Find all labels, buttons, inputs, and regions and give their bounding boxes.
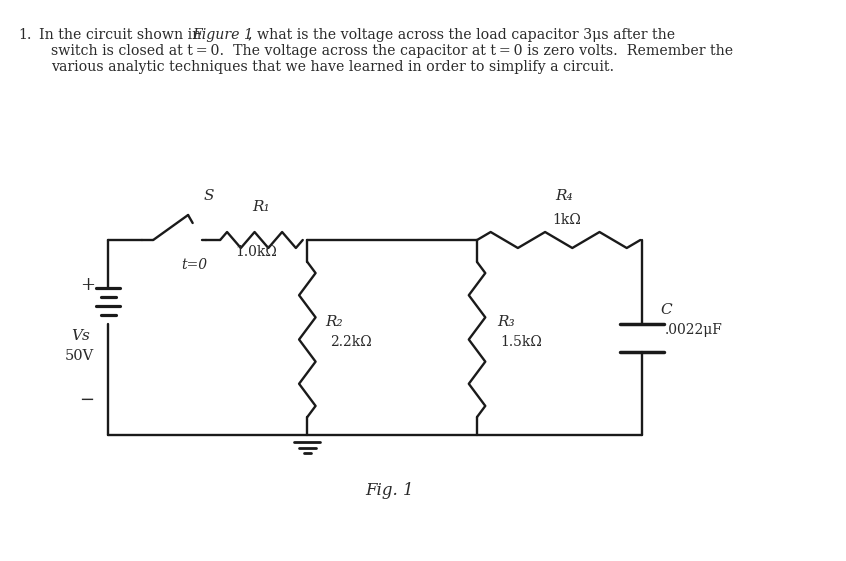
Text: C: C <box>661 303 673 317</box>
Text: , what is the voltage across the load capacitor 3μs after the: , what is the voltage across the load ca… <box>248 28 675 42</box>
Text: switch is closed at t = 0.  The voltage across the capacitor at t = 0 is zero vo: switch is closed at t = 0. The voltage a… <box>52 44 733 58</box>
Text: 1.: 1. <box>19 28 32 42</box>
Text: Fig. 1: Fig. 1 <box>365 481 415 499</box>
Text: Vs: Vs <box>71 329 91 343</box>
Text: In the circuit shown in: In the circuit shown in <box>39 28 206 42</box>
Text: .0022μF: .0022μF <box>665 323 723 337</box>
Text: R₂: R₂ <box>326 315 343 329</box>
Text: R₁: R₁ <box>253 200 270 214</box>
Text: S: S <box>204 189 214 203</box>
Text: −: − <box>80 391 95 409</box>
Text: 1.5kΩ: 1.5kΩ <box>500 335 541 349</box>
Text: 50V: 50V <box>64 349 94 363</box>
Text: various analytic techniques that we have learned in order to simplify a circuit.: various analytic techniques that we have… <box>52 60 614 74</box>
Text: 2.2kΩ: 2.2kΩ <box>330 335 372 349</box>
Text: +: + <box>80 276 95 294</box>
Text: t=0: t=0 <box>181 258 207 272</box>
Text: Figure 1: Figure 1 <box>193 28 254 42</box>
Text: R₄: R₄ <box>555 189 573 203</box>
Text: 1.0kΩ: 1.0kΩ <box>235 245 277 259</box>
Text: 1kΩ: 1kΩ <box>552 213 581 227</box>
Text: R₃: R₃ <box>497 315 515 329</box>
